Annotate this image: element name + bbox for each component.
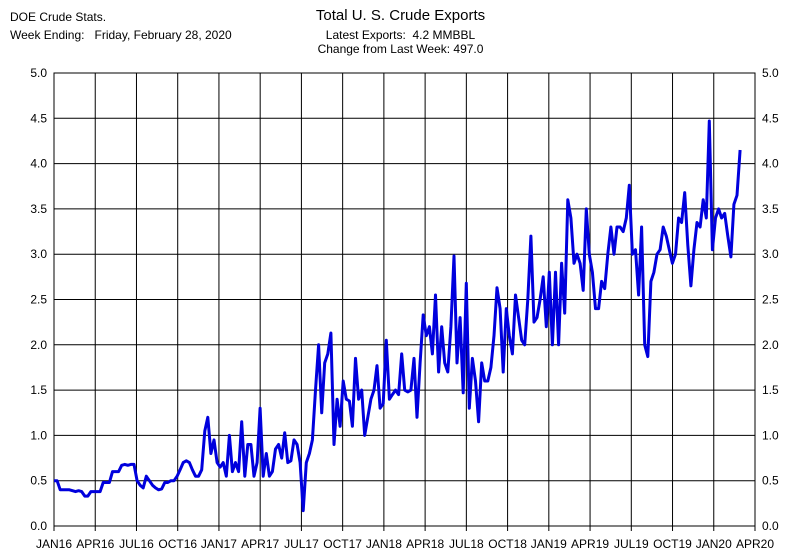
- x-tick-label: JUL17: [284, 537, 319, 551]
- x-tick-label: JAN18: [366, 537, 402, 551]
- y-tick-label-right: 5.0: [762, 66, 779, 80]
- y-tick-label-left: 1.5: [30, 383, 47, 397]
- x-tick-label: OCT17: [323, 537, 362, 551]
- week-ending-label: Week Ending:: [10, 28, 85, 42]
- x-tick-label: JUL19: [614, 537, 649, 551]
- chart-title: Total U. S. Crude Exports: [315, 7, 486, 24]
- y-tick-label-right: 3.5: [762, 202, 779, 216]
- y-tick-label-left: 2.5: [30, 293, 47, 307]
- y-tick-label-left: 0.5: [30, 474, 47, 488]
- y-tick-label-left: 2.0: [30, 338, 47, 352]
- x-tick-label: JUL16: [119, 537, 154, 551]
- y-tick-label-right: 3.0: [762, 247, 779, 261]
- y-tick-label-right: 2.0: [762, 338, 779, 352]
- x-tick-label: OCT16: [158, 537, 197, 551]
- x-tick-label: JAN19: [531, 537, 567, 551]
- y-tick-label-right: 4.5: [762, 111, 779, 125]
- week-ending-value: Friday, February 28, 2020: [94, 28, 232, 42]
- x-tick-label: APR20: [736, 537, 774, 551]
- y-tick-label-right: 4.0: [762, 157, 779, 171]
- y-tick-label-left: 3.5: [30, 202, 47, 216]
- change-from-last-week: Change from Last Week: 497.0: [317, 42, 484, 56]
- y-tick-label-right: 0.5: [762, 474, 779, 488]
- y-tick-label-left: 4.5: [30, 111, 47, 125]
- y-tick-label-left: 3.0: [30, 247, 47, 261]
- x-tick-label: JUL18: [449, 537, 484, 551]
- x-tick-label: JAN17: [201, 537, 237, 551]
- x-tick-label: JAN20: [696, 537, 732, 551]
- x-tick-label: JAN16: [36, 537, 72, 551]
- y-tick-label-left: 1.0: [30, 428, 47, 442]
- y-tick-label-left: 0.0: [30, 519, 47, 533]
- x-tick-label: OCT18: [488, 537, 527, 551]
- week-ending-line: Week Ending: Friday, February 28, 2020: [10, 27, 232, 43]
- x-tick-label: APR17: [241, 537, 279, 551]
- y-tick-label-left: 4.0: [30, 157, 47, 171]
- y-tick-label-right: 2.5: [762, 293, 779, 307]
- source-label: DOE Crude Stats.: [10, 10, 107, 24]
- x-tick-label: OCT19: [653, 537, 692, 551]
- x-tick-label: APR18: [406, 537, 444, 551]
- y-tick-label-right: 1.5: [762, 383, 779, 397]
- latest-exports: Latest Exports: 4.2 MMBBL: [325, 28, 476, 42]
- x-tick-label: APR16: [76, 537, 114, 551]
- y-tick-label-left: 5.0: [30, 66, 47, 80]
- y-tick-label-right: 0.0: [762, 519, 779, 533]
- x-tick-label: APR19: [571, 537, 609, 551]
- y-tick-label-right: 1.0: [762, 428, 779, 442]
- series-line-crude-exports: [54, 119, 742, 513]
